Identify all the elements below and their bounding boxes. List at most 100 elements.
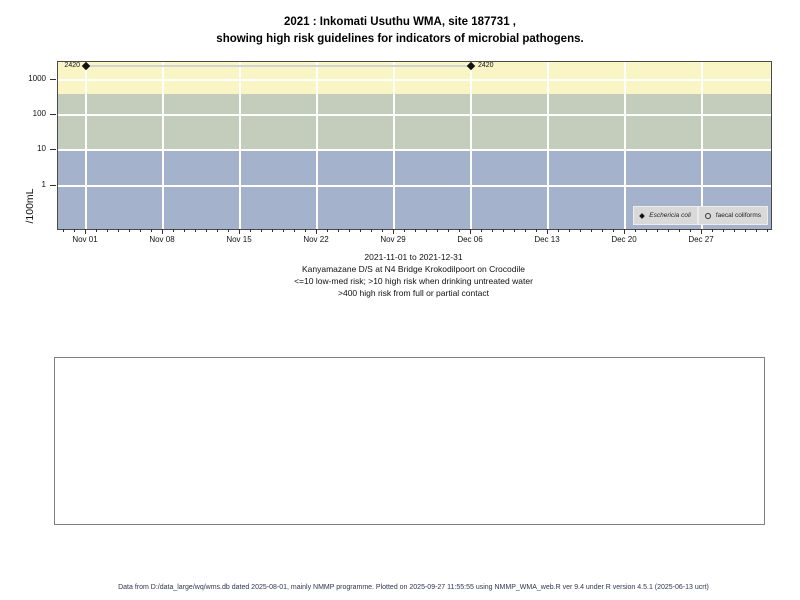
x-tick-mark <box>283 229 284 232</box>
x-tick-mark <box>690 229 691 232</box>
x-gridline <box>547 62 549 229</box>
data-point-label: 2420 <box>478 62 494 70</box>
x-tick-label: Nov 22 <box>303 235 329 244</box>
chart-title: 2021 : Inkomati Usuthu WMA, site 187731 … <box>0 14 800 48</box>
x-tick-mark <box>635 229 636 232</box>
x-axis: Nov 01 Nov 08 Nov 15 Nov 22 Nov 29 Dec 06 Dec … <box>57 229 770 255</box>
risk-band <box>58 94 771 151</box>
x-tick-mark <box>613 229 614 232</box>
plot-legend: Eschericia coli faecal coliforms <box>633 206 768 225</box>
x-tick-mark <box>107 229 108 232</box>
footer-provenance: Data from D:/data_large/wq/wms.db dated … <box>118 584 709 591</box>
x-tick-mark <box>393 229 394 234</box>
x-gridline <box>624 62 626 229</box>
legend-entry: faecal coliforms <box>697 206 768 225</box>
caption-date-range: 2021-11-01 to 2021-12-31 <box>364 252 463 262</box>
x-tick-mark <box>316 229 317 234</box>
x-tick-label: Nov 01 <box>72 235 98 244</box>
x-tick-mark <box>525 229 526 232</box>
x-tick-mark <box>250 229 251 232</box>
x-tick-mark <box>349 229 350 232</box>
y-gridline <box>58 184 771 187</box>
x-tick-mark <box>459 229 460 232</box>
x-tick-mark <box>646 229 647 232</box>
legend-label: Eschericia coli <box>649 212 691 219</box>
x-tick-mark <box>415 229 416 232</box>
x-gridline <box>316 62 318 229</box>
x-tick-mark <box>426 229 427 232</box>
caption-risk-line2: >400 high risk from full or partial cont… <box>338 288 489 298</box>
x-tick-mark <box>173 229 174 232</box>
filled-diamond-icon <box>639 212 646 219</box>
legend-entry: Eschericia coli <box>633 206 698 225</box>
plot-area: 2420 2420 Eschericia coli faecal coliforms <box>57 61 772 230</box>
series-connector <box>86 65 471 68</box>
x-tick-mark <box>712 229 713 232</box>
y-tick-mark <box>50 79 56 80</box>
y-gridline <box>58 149 771 152</box>
chart-caption: 2021-11-01 to 2021-12-31 Kanyamazane D/S… <box>57 251 770 299</box>
x-tick-mark <box>745 229 746 232</box>
x-tick-mark <box>624 229 625 234</box>
x-tick-mark <box>371 229 372 232</box>
x-tick-mark <box>668 229 669 232</box>
y-axis-title: /100mL <box>24 188 36 224</box>
x-tick-mark <box>657 229 658 232</box>
x-tick-mark <box>492 229 493 232</box>
empty-second-panel <box>54 357 765 525</box>
x-tick-mark <box>734 229 735 232</box>
x-gridline <box>85 62 87 229</box>
x-gridline <box>470 62 472 229</box>
x-gridline <box>393 62 395 229</box>
x-tick-label: Dec 20 <box>611 235 637 244</box>
x-tick-mark <box>503 229 504 232</box>
x-tick-mark <box>382 229 383 232</box>
y-tick-mark <box>50 184 56 186</box>
x-gridline <box>701 62 703 229</box>
x-tick-mark <box>679 229 680 232</box>
y-tick-mark <box>50 114 56 116</box>
x-tick-mark <box>580 229 581 232</box>
y-tick-label: 100 <box>32 109 46 119</box>
x-tick-mark <box>723 229 724 232</box>
y-gridline <box>58 114 771 117</box>
y-tick-label: 10 <box>37 144 46 154</box>
x-tick-mark <box>437 229 438 232</box>
x-tick-mark <box>338 229 339 232</box>
y-axis: /100mL 1000 100 10 1 <box>0 61 57 228</box>
x-gridline <box>162 62 164 229</box>
x-tick-label: Nov 08 <box>149 235 175 244</box>
x-tick-mark <box>151 229 152 232</box>
x-tick-mark <box>756 229 757 232</box>
x-tick-mark <box>558 229 559 232</box>
y-gridline <box>58 79 771 81</box>
x-tick-mark <box>206 229 207 232</box>
x-tick-mark <box>404 229 405 232</box>
x-tick-label: Dec 06 <box>457 235 483 244</box>
x-tick-mark <box>536 229 537 232</box>
x-tick-mark <box>514 229 515 232</box>
caption-site: Kanyamazane D/S at N4 Bridge Krokodilpoo… <box>301 264 525 274</box>
x-tick-mark <box>448 229 449 232</box>
data-point-label: 2420 <box>64 62 80 70</box>
y-tick-label: 1000 <box>28 74 46 83</box>
x-tick-mark <box>85 229 86 234</box>
chart-title-line2: showing high risk guidelines for indicat… <box>216 33 584 45</box>
x-tick-mark <box>195 229 196 232</box>
x-tick-mark <box>217 229 218 232</box>
x-gridline <box>239 62 241 229</box>
x-tick-mark <box>767 229 768 232</box>
legend-label: faecal coliforms <box>715 212 761 219</box>
x-tick-label: Dec 13 <box>534 235 560 244</box>
x-tick-mark <box>305 229 306 232</box>
x-tick-mark <box>96 229 97 232</box>
x-tick-mark <box>129 229 130 232</box>
x-tick-mark <box>327 229 328 232</box>
x-tick-mark <box>591 229 592 232</box>
x-tick-mark <box>569 229 570 232</box>
x-tick-mark <box>228 229 229 232</box>
x-tick-mark <box>360 229 361 232</box>
x-tick-mark <box>140 229 141 232</box>
x-tick-label: Dec 27 <box>688 235 714 244</box>
